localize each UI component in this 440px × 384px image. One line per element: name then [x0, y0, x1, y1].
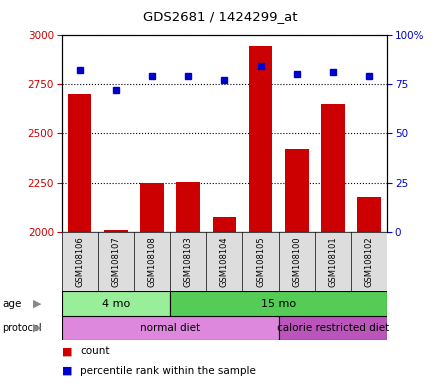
Text: age: age: [2, 298, 22, 309]
Bar: [62, 291, 170, 316]
Text: ▶: ▶: [33, 323, 41, 333]
Bar: [213, 217, 236, 232]
Bar: [170, 291, 387, 316]
Text: ■: ■: [62, 366, 72, 376]
Text: GSM108106: GSM108106: [75, 237, 84, 288]
Text: ■: ■: [62, 346, 72, 356]
Text: GSM108105: GSM108105: [256, 237, 265, 287]
Text: 15 mo: 15 mo: [261, 298, 296, 309]
Text: GSM108107: GSM108107: [111, 237, 121, 288]
Text: normal diet: normal diet: [140, 323, 200, 333]
Text: protocol: protocol: [2, 323, 42, 333]
Bar: [279, 316, 387, 340]
Text: calorie restricted diet: calorie restricted diet: [277, 323, 389, 333]
Bar: [104, 230, 128, 232]
Bar: [285, 149, 308, 232]
Text: GSM108102: GSM108102: [365, 237, 374, 287]
Text: GSM108101: GSM108101: [328, 237, 337, 287]
Bar: [62, 316, 279, 340]
Bar: [249, 46, 272, 232]
Text: GSM108108: GSM108108: [147, 237, 157, 288]
Bar: [68, 94, 92, 232]
Text: percentile rank within the sample: percentile rank within the sample: [80, 366, 256, 376]
Text: 4 mo: 4 mo: [102, 298, 130, 309]
Text: ▶: ▶: [33, 298, 41, 309]
Text: GSM108104: GSM108104: [220, 237, 229, 287]
Bar: [357, 197, 381, 232]
Bar: [140, 183, 164, 232]
Bar: [176, 182, 200, 232]
Text: GSM108103: GSM108103: [184, 237, 193, 288]
Text: GDS2681 / 1424299_at: GDS2681 / 1424299_at: [143, 10, 297, 23]
Text: count: count: [80, 346, 110, 356]
Text: GSM108100: GSM108100: [292, 237, 301, 287]
Bar: [321, 104, 345, 232]
